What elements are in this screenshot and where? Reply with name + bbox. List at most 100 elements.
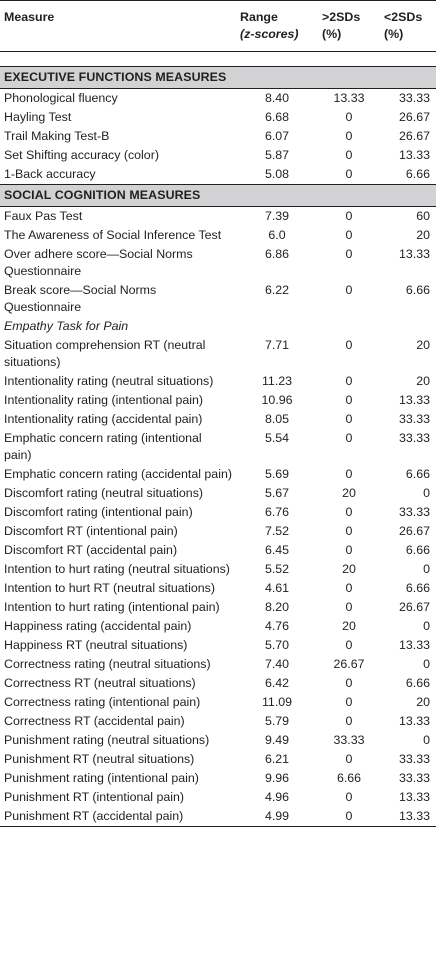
gt-2sds-cell: 0 [345, 393, 353, 407]
range-cell: 6.45 [264, 543, 290, 557]
section-executive-label: EXECUTIVE FUNCTIONS MEASURES [0, 66, 436, 89]
range-cell: 6.86 [264, 247, 290, 261]
table-row: Break score—Social Norms Questionnaire 6.… [0, 281, 436, 317]
measure-cell: Situation comprehension RT (neutral situ… [4, 338, 206, 369]
table-row: Happiness RT (neutral situations) 5.70 0 13… [0, 636, 436, 655]
range-cell: 8.40 [264, 91, 290, 105]
gt-2sds-cell: 0 [345, 600, 353, 614]
table-row: Intention to hurt RT (neutral situations… [0, 579, 436, 598]
measure-cell: Emphatic concern rating (intentional pai… [4, 431, 202, 462]
table-row: Happiness rating (accidental pain) 4.76 20… [0, 617, 436, 636]
gt-2sds-cell: 33.33 [333, 733, 365, 747]
gt-2sds-cell: 13.33 [333, 91, 365, 105]
range-cell: 5.52 [264, 562, 290, 576]
lt-2sds-cell: 20 [416, 338, 430, 352]
measure-cell: Discomfort RT (intentional pain) [4, 524, 178, 538]
header-lt-unit: (%) [384, 27, 404, 41]
section-social: SOCIAL COGNITION MEASURES [0, 184, 436, 207]
measure-cell: Phonological fluency [4, 91, 118, 105]
range-cell: 7.52 [264, 524, 290, 538]
measure-cell: Discomfort rating (neutral situations) [4, 486, 204, 500]
gt-2sds-cell: 0 [345, 374, 353, 388]
lt-2sds-cell: 0 [423, 657, 430, 671]
table-row: Over adhere score—Social Norms Questionn… [0, 245, 436, 281]
table-row: Intentionality rating (intentional pain)… [0, 391, 436, 410]
lt-2sds-cell: 60 [416, 209, 430, 223]
lt-2sds-cell: 13.33 [380, 807, 436, 827]
header-gt-label: >2SDs [322, 10, 361, 24]
header-measure: Measure [0, 0, 236, 52]
header-gt-2sds: >2SDs (%) [318, 0, 380, 52]
range-cell: 6.0 [268, 228, 286, 242]
lt-2sds-cell: 26.67 [398, 600, 430, 614]
table-row: Discomfort RT (accidental pain) 6.45 0 6.66 [0, 541, 436, 560]
measure-cell: Intention to hurt rating (neutral situat… [4, 562, 230, 576]
measure-cell: Correctness RT (neutral situations) [4, 676, 196, 690]
gt-2sds-cell: 0 [345, 148, 353, 162]
header-range-unit: (z-scores) [240, 27, 299, 41]
measure-cell: Punishment RT (neutral situations) [4, 752, 195, 766]
table-row: Emphatic concern rating (accidental pain… [0, 465, 436, 484]
lt-2sds-cell: 6.66 [405, 467, 430, 481]
lt-2sds-cell: 26.67 [398, 110, 430, 124]
table-row: Trail Making Test-B 6.07 0 26.67 [0, 127, 436, 146]
header-spacer [0, 52, 436, 67]
gt-2sds-cell: 0 [345, 695, 353, 709]
measure-cell: Trail Making Test-B [4, 129, 110, 143]
measure-cell: Intentionality rating (accidental pain) [4, 412, 203, 426]
gt-2sds-cell: 0 [345, 338, 353, 352]
table-row: Intention to hurt rating (neutral situat… [0, 560, 436, 579]
measure-cell: Punishment RT (intentional pain) [4, 790, 184, 804]
header-lt-2sds: <2SDs (%) [380, 0, 436, 52]
measure-cell: Discomfort rating (intentional pain) [4, 505, 193, 519]
range-cell: 6.21 [264, 752, 290, 766]
measure-cell: Punishment rating (neutral situations) [4, 733, 210, 747]
lt-2sds-cell: 6.66 [405, 283, 430, 297]
lt-2sds-cell: 33.33 [398, 412, 430, 426]
range-cell: 4.96 [264, 790, 290, 804]
table-row: Punishment RT (neutral situations) 6.21 0 3… [0, 750, 436, 769]
range-cell: 5.54 [264, 431, 290, 445]
range-cell: 5.67 [264, 486, 290, 500]
measure-cell: 1-Back accuracy [4, 167, 96, 181]
section-executive: EXECUTIVE FUNCTIONS MEASURES [0, 66, 436, 89]
lt-2sds-cell: 33.33 [398, 771, 430, 785]
results-table: Measure Range (z-scores) >2SDs (%) <2SDs… [0, 0, 436, 827]
header-range-label: Range [240, 10, 278, 24]
table-row: Correctness RT (neutral situations) 6.42 0… [0, 674, 436, 693]
gt-2sds-cell: 0 [345, 110, 353, 124]
lt-2sds-cell: 13.33 [398, 714, 430, 728]
table-row: Faux Pas Test 7.39 0 60 [0, 207, 436, 227]
range-cell: 6.42 [264, 676, 290, 690]
gt-2sds-cell: 0 [345, 638, 353, 652]
lt-2sds-cell: 33.33 [398, 431, 430, 445]
measure-cell: Punishment RT (accidental pain) [0, 807, 236, 827]
gt-2sds-cell: 20 [342, 562, 356, 576]
gt-2sds-cell: 0 [318, 807, 380, 827]
lt-2sds-cell: 20 [416, 374, 430, 388]
measure-cell: Faux Pas Test [4, 209, 83, 223]
lt-2sds-cell: 13.33 [398, 393, 430, 407]
range-cell: 8.20 [264, 600, 290, 614]
section-social-label: SOCIAL COGNITION MEASURES [0, 184, 436, 207]
range-cell: 6.76 [264, 505, 290, 519]
table-row: Phonological fluency 8.40 13.33 33.33 [0, 89, 436, 109]
table-header: Measure Range (z-scores) >2SDs (%) <2SDs… [0, 0, 436, 52]
table-row: Punishment rating (intentional pain) 9.96… [0, 769, 436, 788]
measure-cell: Discomfort RT (accidental pain) [4, 543, 178, 557]
measure-cell: The Awareness of Social Inference Test [4, 228, 222, 242]
lt-2sds-cell: 6.66 [405, 543, 430, 557]
table-row: Punishment RT (accidental pain) 4.99 0 13.3… [0, 807, 436, 827]
lt-2sds-cell: 20 [416, 228, 430, 242]
range-cell: 7.40 [264, 657, 290, 671]
measure-cell: Set Shifting accuracy (color) [4, 148, 159, 162]
table-row: Hayling Test 6.68 0 26.67 [0, 108, 436, 127]
table-row: Discomfort RT (intentional pain) 7.52 0 26.… [0, 522, 436, 541]
header-range: Range (z-scores) [236, 0, 318, 52]
measure-cell: Correctness RT (accidental pain) [4, 714, 185, 728]
table-row: 1-Back accuracy 5.08 0 6.66 [0, 165, 436, 185]
range-cell: 4.61 [264, 581, 290, 595]
range-cell: 10.96 [261, 393, 293, 407]
gt-2sds-cell: 0 [345, 467, 353, 481]
gt-2sds-cell: 0 [345, 676, 353, 690]
